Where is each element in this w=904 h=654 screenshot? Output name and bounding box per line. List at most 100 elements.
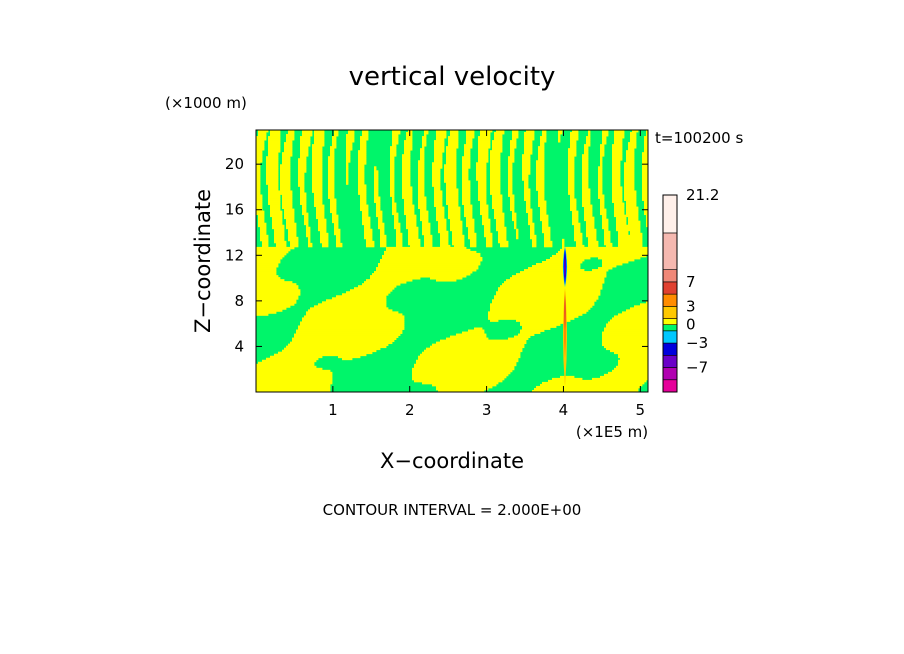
field-cell (446, 192, 459, 195)
field-cell (366, 238, 373, 242)
field-cell (258, 222, 267, 226)
field-cell (524, 182, 529, 185)
field-cell (412, 367, 515, 371)
field-cell (448, 214, 461, 218)
field-cell (446, 150, 457, 153)
field-cell (256, 295, 299, 298)
field-cell (406, 226, 419, 230)
colorbar-tick-label: 7 (686, 273, 696, 291)
field-cell (446, 162, 457, 165)
field-cell (614, 210, 625, 214)
field-cell (588, 236, 597, 240)
field-cell (266, 170, 279, 173)
field-cell (512, 214, 517, 218)
field-cell (542, 226, 551, 230)
field-cell (268, 184, 279, 187)
field-cell (364, 228, 373, 232)
colorbar-segment (662, 281, 678, 295)
field-cell (568, 148, 577, 151)
field-cell (422, 224, 431, 228)
field-cell (404, 208, 415, 212)
field-cell (582, 170, 589, 173)
field-cell (408, 242, 421, 246)
field-cell (390, 178, 395, 181)
field-cell (508, 188, 513, 191)
field-cell (362, 132, 369, 135)
field-cell (494, 208, 503, 212)
field-cell (364, 234, 373, 238)
field-cell (598, 192, 603, 195)
field-cell (582, 192, 591, 195)
field-cell (598, 186, 603, 189)
field-cell (312, 190, 323, 193)
field-cell (358, 190, 367, 193)
field-cell (444, 176, 457, 179)
field-cell (476, 170, 487, 173)
field-cell (540, 136, 547, 139)
field-cell (260, 232, 267, 236)
field-cell (562, 244, 565, 248)
field-cell (424, 130, 429, 133)
field-cell (480, 204, 489, 207)
field-cell (346, 174, 349, 177)
field-cell (632, 130, 639, 133)
field-cell (478, 160, 489, 163)
field-cell (392, 142, 399, 145)
field-cell (466, 224, 475, 228)
field-cell (602, 134, 609, 137)
field-cell (478, 180, 487, 183)
field-cell (260, 228, 267, 232)
field-cell (646, 134, 648, 137)
field-cell (446, 146, 459, 149)
field-cell (626, 156, 635, 159)
field-cell (390, 186, 395, 189)
field-cell (612, 194, 623, 197)
field-cell (514, 335, 531, 338)
field-cell (610, 349, 648, 353)
field-cell (642, 152, 648, 155)
field-cell (490, 156, 501, 159)
field-cell (432, 178, 441, 181)
field-cell (498, 232, 507, 236)
field-cell (568, 152, 577, 155)
field-cell (268, 202, 281, 205)
field-cell (536, 160, 545, 163)
field-cell (270, 208, 281, 212)
field-cell (490, 150, 503, 153)
field-cell (462, 178, 469, 181)
field-cell (360, 194, 367, 197)
field-cell (392, 144, 397, 147)
field-cell (492, 148, 503, 151)
field-cell (462, 170, 469, 173)
field-cell (588, 240, 599, 244)
field-cell (602, 226, 609, 230)
field-cell (422, 230, 431, 234)
field-cell (616, 222, 627, 226)
field-cell (378, 265, 479, 268)
field-cell (290, 240, 299, 244)
field-cell (394, 220, 399, 224)
field-cell (464, 214, 473, 218)
field-cell (618, 359, 648, 363)
field-cell (434, 158, 443, 161)
field-cell (268, 140, 281, 143)
field-cell (328, 174, 335, 177)
field-cell (606, 323, 648, 326)
field-cell (486, 242, 493, 246)
field-cell (312, 170, 323, 173)
field-cell (588, 130, 591, 133)
field-cell (568, 170, 575, 173)
field-cell (432, 172, 441, 175)
field-cell (394, 224, 401, 228)
field-cell (574, 224, 581, 228)
field-cell (568, 174, 575, 177)
field-cell (612, 146, 623, 149)
field-cell (466, 216, 473, 220)
field-cell (440, 238, 449, 242)
field-cell (404, 212, 415, 216)
field-cell (274, 228, 285, 232)
field-cell (374, 168, 377, 171)
field-cell (624, 196, 637, 199)
field-cell (390, 164, 395, 167)
field-cell (616, 224, 641, 228)
